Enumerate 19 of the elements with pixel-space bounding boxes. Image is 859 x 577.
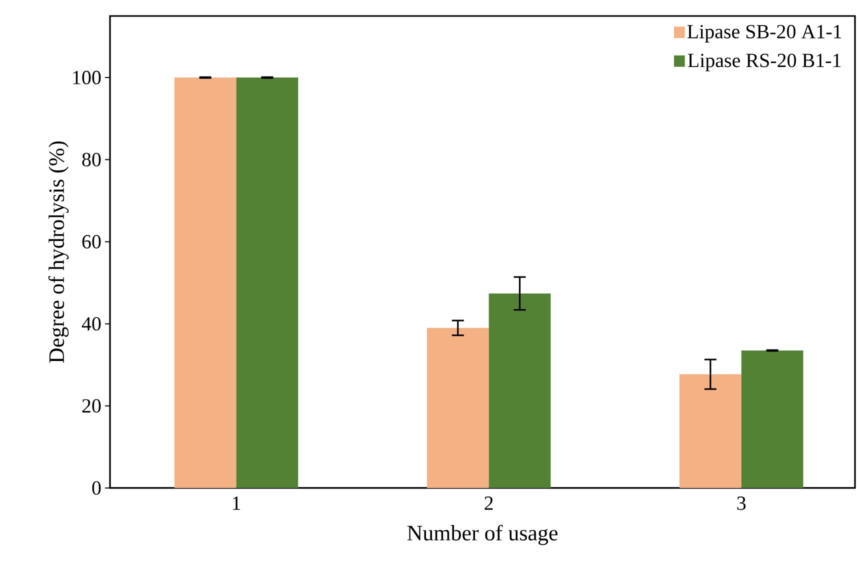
x-tick-label: 3 <box>737 496 746 510</box>
bar <box>679 374 742 488</box>
y-tick-label: 0 <box>92 481 101 495</box>
bar <box>426 328 489 488</box>
x-tick-label: 1 <box>233 496 240 510</box>
legend-label: Lipase RS-20 B1-1 <box>688 54 841 72</box>
x-tick-label: 2 <box>484 496 493 510</box>
y-tick-label: 80 <box>82 152 101 166</box>
y-tick-label: 20 <box>82 399 101 413</box>
y-axis-title: Degree of hydrolysis (%) <box>48 141 69 363</box>
bar <box>174 78 236 488</box>
y-tick-label: 40 <box>82 317 101 331</box>
bar <box>741 350 804 488</box>
y-tick-label: 100 <box>73 70 101 84</box>
legend-label: Lipase SB-20 A1-1 <box>687 24 842 42</box>
bar <box>488 293 551 488</box>
x-axis-title: Number of usage <box>407 524 558 546</box>
y-tick-label: 60 <box>82 234 101 248</box>
bar <box>236 78 298 488</box>
